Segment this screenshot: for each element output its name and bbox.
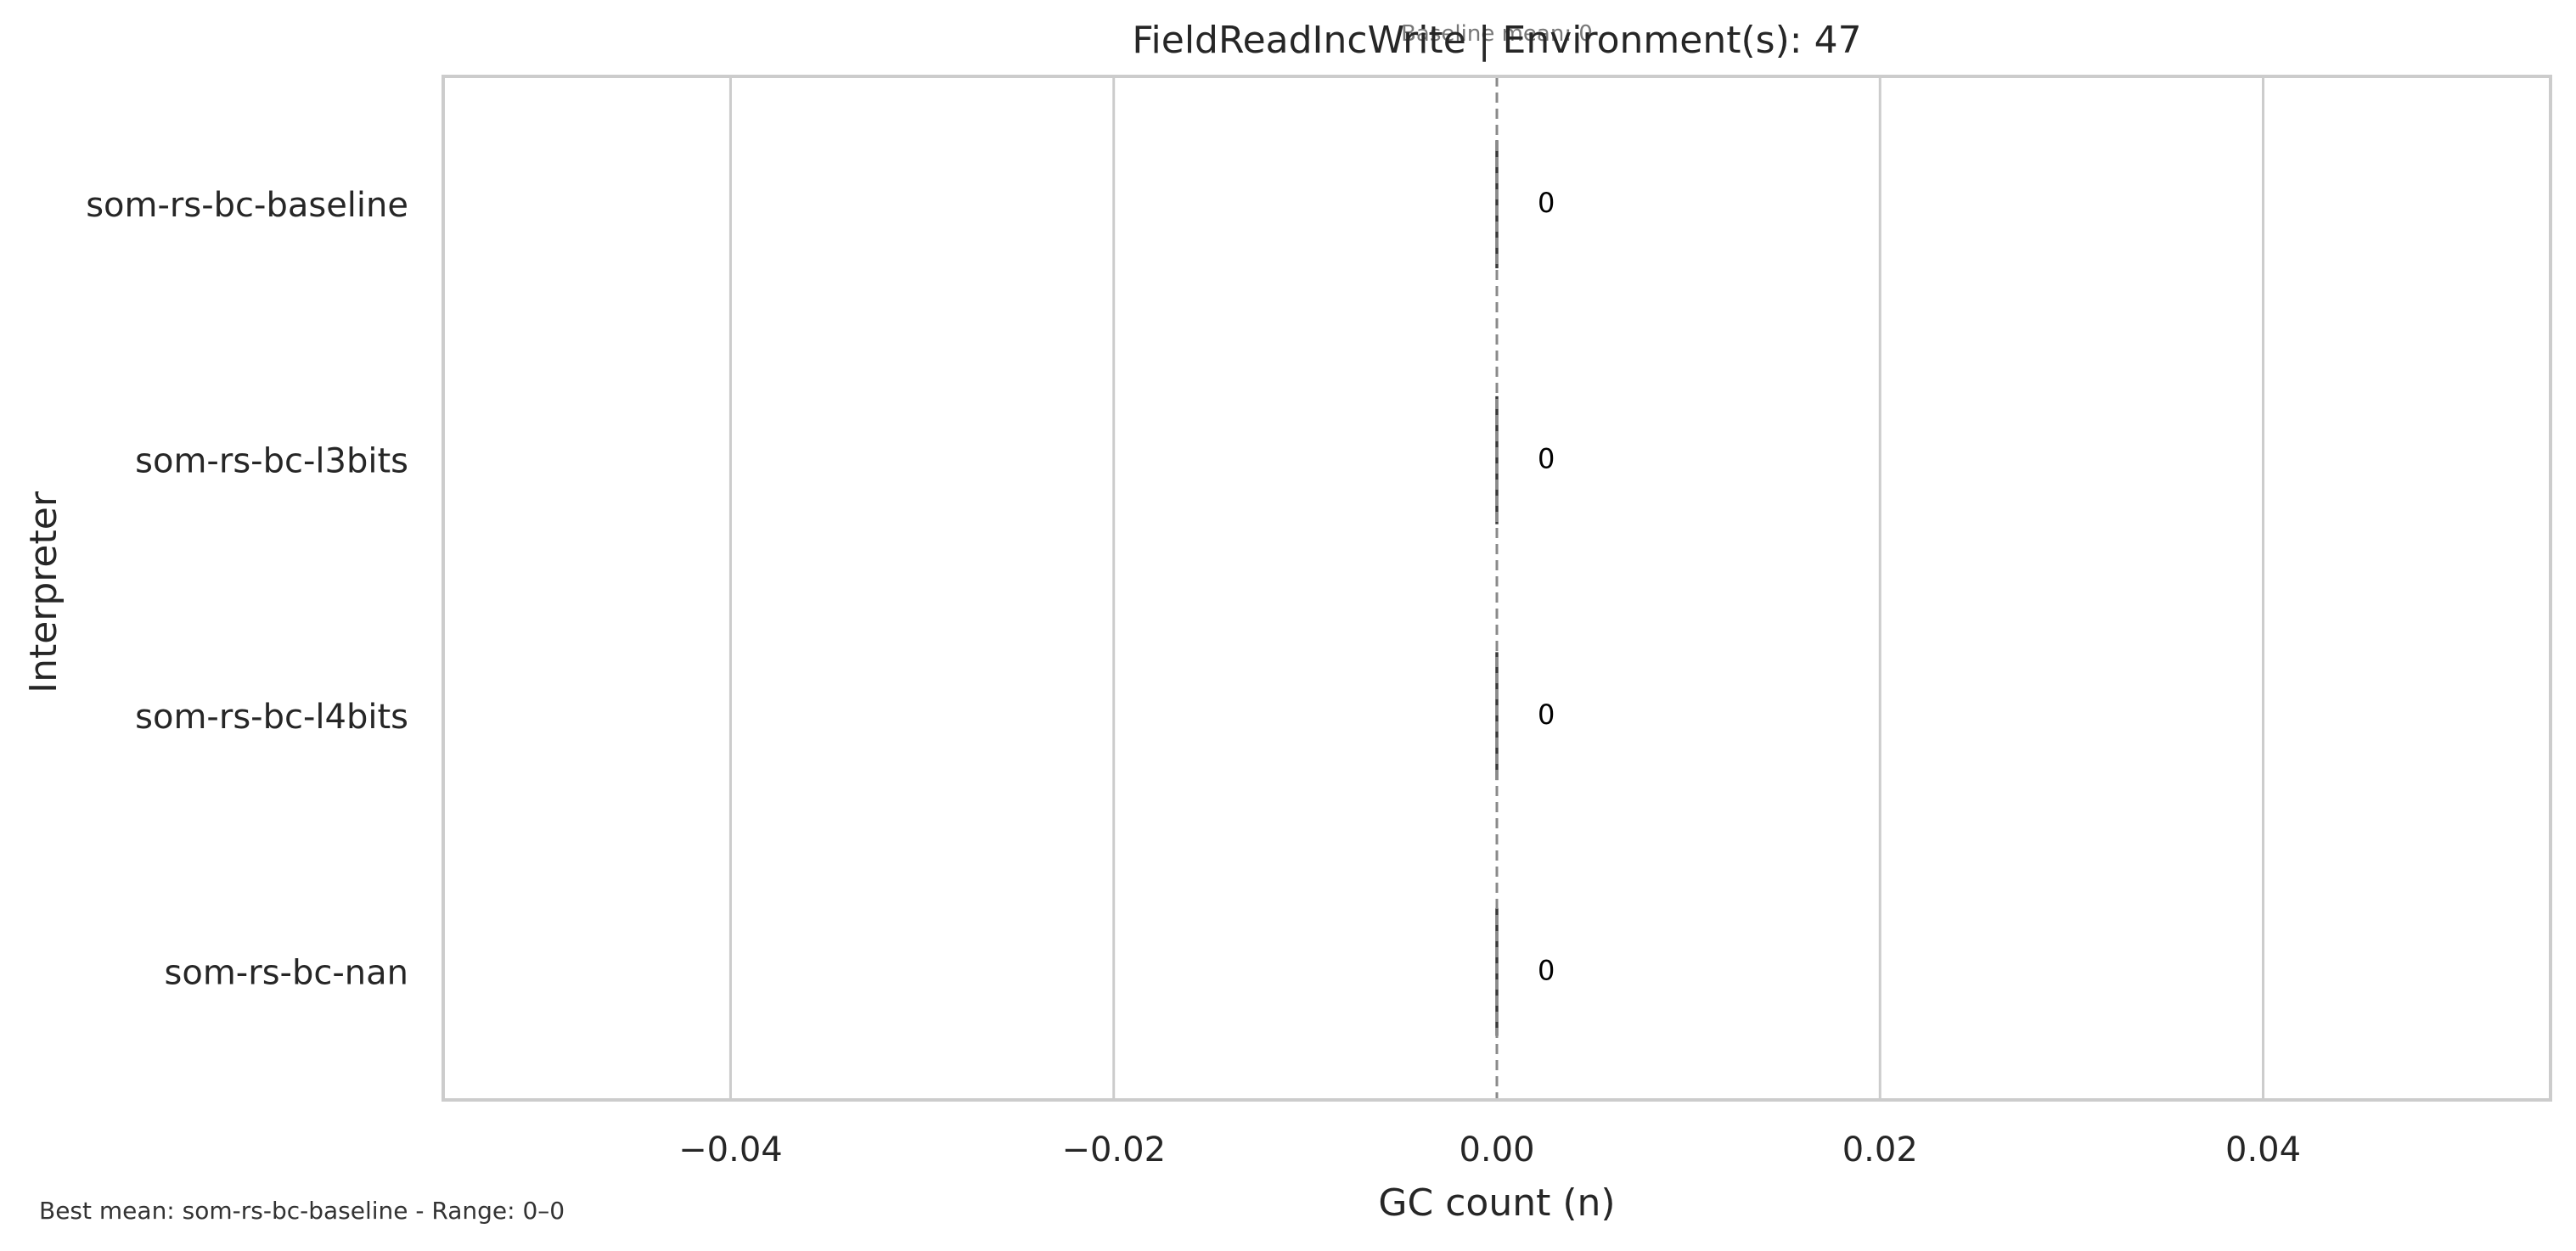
value-label: 0 — [1538, 187, 1555, 219]
value-label: 0 — [1538, 954, 1555, 986]
y-tick-label: som-rs-bc-nan — [165, 953, 408, 992]
x-axis-label: GC count (n) — [1378, 1181, 1615, 1225]
y-tick-labels: som-rs-bc-baseline som-rs-bc-l3bits som-rs… — [86, 186, 408, 993]
grid-lines — [728, 76, 2265, 1100]
value-label: 0 — [1538, 442, 1555, 474]
bar-som-rs-bc-l3bits — [1495, 395, 1499, 525]
y-tick-label: som-rs-bc-baseline — [86, 186, 408, 225]
chart-title: FieldReadIncWrite | Environment(s): 47 — [1132, 19, 1861, 62]
x-tick-labels: −0.04 −0.02 0.00 0.02 0.04 — [678, 1130, 2301, 1170]
footer-note: Best mean: som-rs-bc-baseline - Range: 0… — [39, 1197, 565, 1225]
x-tick-label: −0.02 — [1061, 1130, 1166, 1170]
bar-som-rs-bc-l4bits — [1495, 652, 1499, 781]
y-tick-label: som-rs-bc-l3bits — [135, 441, 408, 480]
y-axis-label: Interpreter — [22, 491, 65, 693]
x-tick-label: 0.04 — [2225, 1130, 2301, 1170]
value-labels: 0 0 0 0 — [1538, 187, 1555, 987]
x-tick-label: 0.00 — [1459, 1130, 1534, 1170]
plot-frame — [442, 75, 2552, 1102]
bar-som-rs-bc-baseline — [1495, 140, 1499, 269]
value-label: 0 — [1538, 698, 1555, 731]
baseline-mean-label: Baseline mean: 0 — [1401, 21, 1593, 47]
x-tick-label: 0.02 — [1842, 1130, 1918, 1170]
x-tick-label: −0.04 — [678, 1130, 783, 1170]
y-tick-label: som-rs-bc-l4bits — [135, 698, 408, 737]
